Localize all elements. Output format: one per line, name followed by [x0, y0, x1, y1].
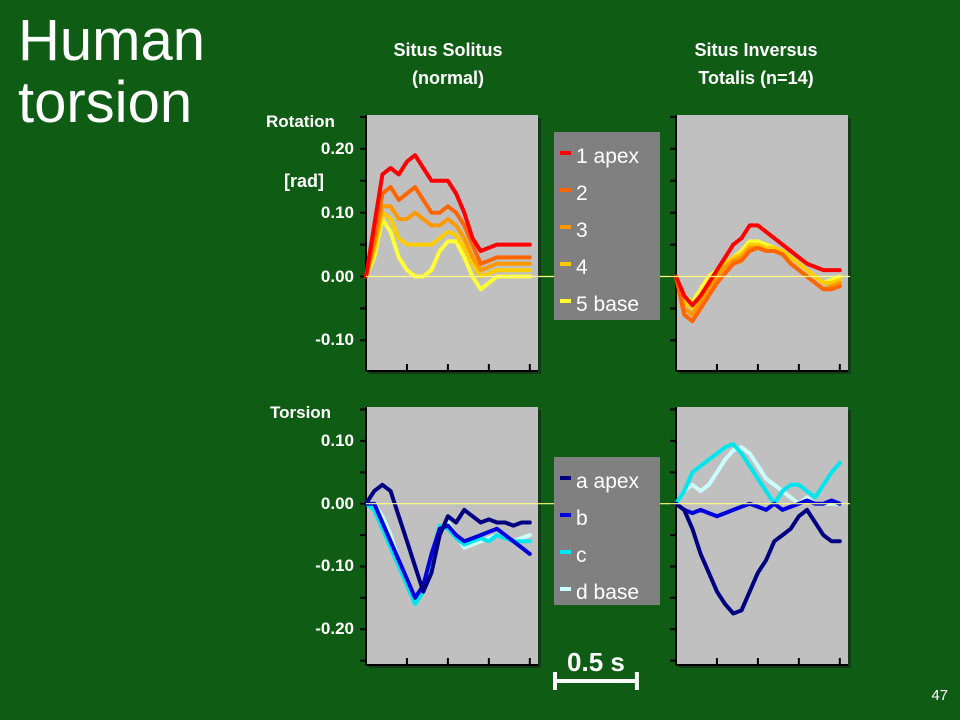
- rotation-legend-label: 1 apex: [576, 145, 640, 168]
- rotation-legend-label: 3: [576, 219, 588, 242]
- torsion-legend-label: c: [576, 544, 587, 567]
- torsion-ylabel: Torsion: [270, 403, 332, 422]
- column-title-inversus: Situs Inversus Totalis (n=14): [656, 36, 856, 92]
- rotation-series-normal-2: [364, 185, 532, 279]
- torsion-panel-inversus: [670, 407, 851, 668]
- torsion-legend-label: d base: [576, 581, 639, 604]
- torsion-series-normal-b: [364, 501, 532, 600]
- rotation-series-normal-1-apex: [364, 153, 532, 279]
- torsion-series-inversus-b: [674, 498, 842, 519]
- column-title-normal-line1: Situs Solitus: [393, 40, 503, 60]
- torsion-legend-label: b: [576, 507, 588, 530]
- rotation-series-inversus-1-apex: [674, 223, 842, 308]
- rotation-series-normal-3: [364, 204, 532, 279]
- torsion-tick-label: 0.00: [320, 493, 354, 513]
- rotation-series-inversus-2: [674, 245, 842, 324]
- torsion-panel-normal: [360, 407, 541, 668]
- rotation-unit-label: [rad]: [284, 171, 324, 191]
- torsion-series-inversus-c: [674, 442, 842, 506]
- slide-number: 47: [931, 687, 948, 704]
- torsion-legend-label: a apex: [576, 470, 640, 493]
- rotation-series-normal-4: [364, 210, 532, 279]
- rotation-ylabel: Rotation: [266, 112, 335, 131]
- column-title-inversus-line1: Situs Inversus: [694, 40, 818, 60]
- rotation-tick-label: 0.00: [320, 266, 354, 286]
- torsion-series-inversus-a-apex: [674, 501, 842, 616]
- slide-title-line2: torsion: [18, 70, 193, 135]
- torsion-panel-bg: [676, 407, 848, 665]
- rotation-panel-inversus: [670, 115, 851, 374]
- torsion-tick-label: -0.20: [315, 619, 354, 639]
- scale-bar-label: 0.5 s: [567, 647, 625, 677]
- rotation-tick-label: 0.20: [320, 138, 354, 158]
- rotation-legend-label: 5 base: [576, 293, 639, 316]
- column-title-normal-line2: (normal): [412, 68, 484, 88]
- torsion-series-normal-a-apex: [364, 482, 532, 594]
- rotation-tick-label: -0.10: [315, 330, 354, 350]
- torsion-series-normal-c: [364, 501, 532, 607]
- rotation-legend-label: 2: [576, 182, 588, 205]
- rotation-panel-normal: [360, 115, 541, 374]
- rotation-tick-label: 0.10: [320, 202, 354, 222]
- column-title-normal: Situs Solitus (normal): [348, 36, 548, 92]
- rotation-legend-label: 4: [576, 256, 588, 279]
- column-title-inversus-line2: Totalis (n=14): [698, 68, 814, 88]
- slide-title: Human torsion: [18, 10, 205, 134]
- slide-title-line1: Human: [18, 8, 205, 73]
- torsion-legend-box: [554, 457, 660, 605]
- torsion-tick-label: 0.10: [320, 430, 354, 450]
- torsion-tick-label: -0.10: [315, 556, 354, 576]
- rotation-legend-box: [554, 132, 660, 320]
